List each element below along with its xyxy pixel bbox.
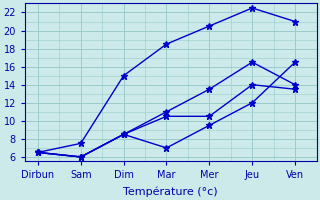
X-axis label: Température (°c): Température (°c) [124, 186, 218, 197]
